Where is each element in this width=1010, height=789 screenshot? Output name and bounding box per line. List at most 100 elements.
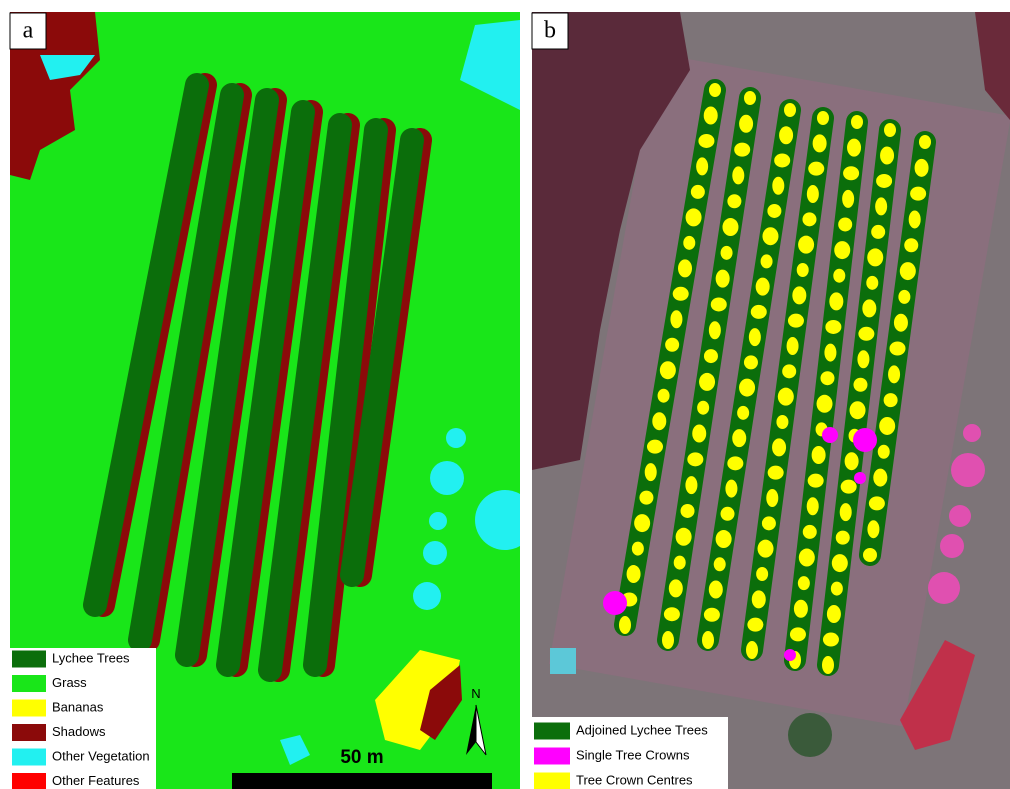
vegetation <box>413 582 441 610</box>
panel-b <box>532 12 1010 789</box>
crown-centre <box>851 115 863 129</box>
crown-centre <box>867 520 879 538</box>
crown-centre <box>788 314 804 328</box>
legend-swatch <box>12 724 46 741</box>
crown-centre <box>709 83 721 97</box>
single-crown <box>854 472 866 484</box>
crown-centre <box>658 389 670 403</box>
crown-centre <box>824 344 836 362</box>
crown-centre <box>696 157 708 175</box>
vegetation <box>430 461 464 495</box>
crown-centre <box>673 287 689 301</box>
crown-centre <box>639 491 653 505</box>
legend-swatch <box>12 773 46 789</box>
crown-centre <box>782 364 796 378</box>
legend-label: Bananas <box>52 699 104 714</box>
crown-centre <box>772 438 786 456</box>
crown-centre <box>817 111 829 125</box>
panel-a-label: a <box>10 13 46 49</box>
tree <box>963 424 981 442</box>
legend-label: Tree Crown Centres <box>576 772 693 787</box>
crown-centre <box>627 565 641 583</box>
crown-centre <box>687 452 703 466</box>
crown-centre <box>838 217 852 231</box>
crown-centre <box>683 236 695 250</box>
crown-centre <box>776 415 788 429</box>
crown-centre <box>744 355 758 369</box>
crown-centre <box>915 159 929 177</box>
crown-centre <box>841 480 857 494</box>
crown-centre <box>822 656 834 674</box>
crown-centre <box>767 204 781 218</box>
crown-centre <box>704 608 720 622</box>
crown-centre <box>734 143 750 157</box>
crown-centre <box>831 582 843 596</box>
crown-centre <box>909 210 921 228</box>
crown-centre <box>670 310 682 328</box>
crown-centre <box>919 135 931 149</box>
crown-centre <box>674 556 686 570</box>
crown-centre <box>702 631 714 649</box>
crown-centre <box>619 616 631 634</box>
crown-centre <box>686 208 702 226</box>
legend-label: Other Features <box>52 773 140 788</box>
crown-centre <box>867 248 883 266</box>
crown-centre <box>732 166 744 184</box>
crown-centre <box>691 185 705 199</box>
legend-label: Adjoined Lychee Trees <box>576 722 708 737</box>
scale-bar-label: 50 m <box>340 747 383 768</box>
crown-centre <box>863 548 877 562</box>
crown-centre <box>787 337 799 355</box>
crown-centre <box>857 350 869 368</box>
crown-centre <box>833 269 845 283</box>
crown-centre <box>758 540 774 558</box>
crown-centre <box>685 476 697 494</box>
crown-centre <box>779 126 793 144</box>
crown-centre <box>727 194 741 208</box>
crown-centre <box>888 365 900 383</box>
crown-centre <box>737 406 749 420</box>
crown-centre <box>840 503 852 521</box>
legend-swatch <box>12 749 46 766</box>
legend-swatch <box>534 773 570 789</box>
figure: a b 50 m N Lychee TreesGrassBananasShado… <box>0 0 1010 789</box>
crown-centre <box>739 115 753 133</box>
crown-centre <box>752 590 766 608</box>
crown-centre <box>704 349 718 363</box>
crown-centre <box>836 531 850 545</box>
crown-centre <box>884 123 896 137</box>
legend-swatch <box>534 723 570 740</box>
crown-centre <box>746 641 758 659</box>
crown-centre <box>792 286 806 304</box>
crown-centre <box>716 270 730 288</box>
vegetation <box>446 428 466 448</box>
tree <box>928 572 960 604</box>
tree <box>949 505 971 527</box>
crown-centre <box>632 542 644 556</box>
single-crown <box>603 591 627 615</box>
vegetation <box>423 541 447 565</box>
crown-centre <box>878 445 890 459</box>
legend-label: Other Vegetation <box>52 748 150 763</box>
crown-centre <box>813 134 827 152</box>
crown-centre <box>894 314 908 332</box>
crown-centre <box>873 469 887 487</box>
crown-centre <box>812 446 826 464</box>
crown-centre <box>747 618 763 632</box>
crown-centre <box>711 297 727 311</box>
crown-centre <box>676 528 692 546</box>
crown-centre <box>869 496 885 510</box>
crown-centre <box>843 166 859 180</box>
crown-centre <box>904 238 918 252</box>
crown-centre <box>756 567 768 581</box>
crown-centre <box>652 412 666 430</box>
tree <box>940 534 964 558</box>
crown-centre <box>778 388 794 406</box>
crown-centre <box>798 236 814 254</box>
crown-centre <box>825 320 841 334</box>
crown-centre <box>766 489 778 507</box>
scale-bar <box>232 773 492 789</box>
legend-label: Grass <box>52 675 87 690</box>
crown-centre <box>699 373 715 391</box>
crown-centre <box>799 549 815 567</box>
